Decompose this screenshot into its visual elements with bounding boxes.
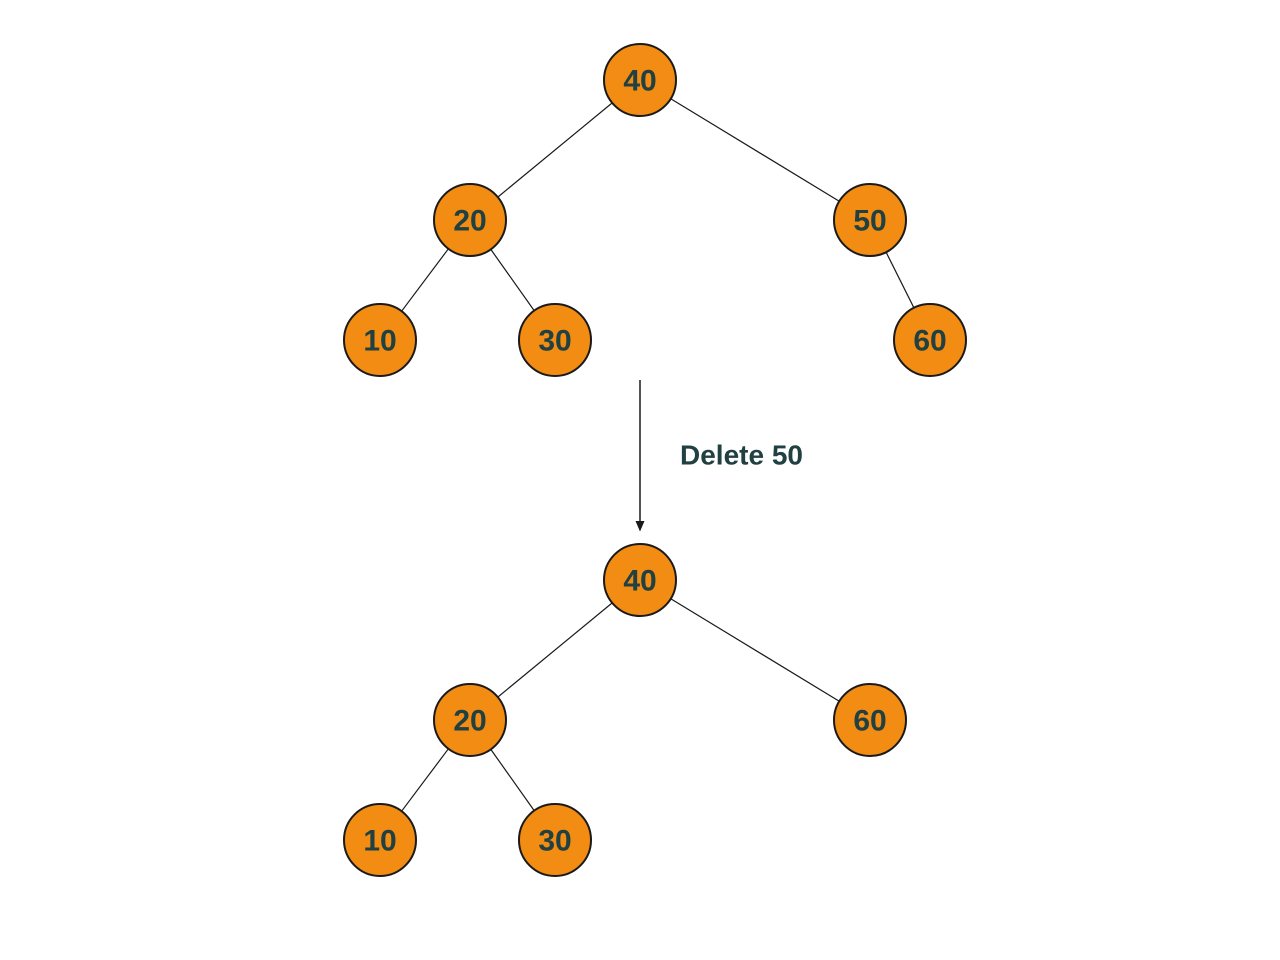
tree-node-label: 60 — [853, 705, 886, 738]
tree-edge — [402, 749, 449, 811]
tree-node-label: 20 — [453, 205, 486, 238]
tree-node-label: 50 — [853, 205, 886, 238]
tree-edge — [491, 249, 534, 310]
tree-node-label: 30 — [538, 325, 571, 358]
tree-node: 60 — [834, 684, 906, 756]
tree-node: 50 — [834, 184, 906, 256]
tree-node-label: 60 — [913, 325, 946, 358]
tree-edge — [498, 103, 612, 197]
tree-after: 40 20 60 10 30 — [344, 544, 906, 876]
tree-node-label: 10 — [363, 325, 396, 358]
operation-label: Delete 50 — [680, 440, 803, 471]
tree-node-label: 40 — [623, 65, 656, 98]
tree-before: 40 20 50 10 30 60 — [344, 44, 966, 376]
tree-node: 10 — [344, 804, 416, 876]
tree-node: 40 — [604, 44, 676, 116]
tree-edge — [886, 252, 914, 308]
tree-node: 60 — [894, 304, 966, 376]
tree-edge — [498, 603, 612, 697]
tree-node-label: 30 — [538, 825, 571, 858]
tree-node: 30 — [519, 304, 591, 376]
tree-edge — [671, 599, 839, 702]
tree-node: 20 — [434, 184, 506, 256]
tree-edge — [402, 249, 449, 311]
tree-node: 10 — [344, 304, 416, 376]
tree-node-label: 20 — [453, 705, 486, 738]
tree-node-label: 10 — [363, 825, 396, 858]
diagram-canvas: 40 20 50 10 30 60 40 20 60 10 30 Delete 50 — [0, 0, 1280, 960]
tree-edge — [491, 749, 534, 810]
tree-edge — [671, 99, 839, 202]
tree-node: 20 — [434, 684, 506, 756]
tree-node-label: 40 — [623, 565, 656, 598]
tree-node: 40 — [604, 544, 676, 616]
tree-node: 30 — [519, 804, 591, 876]
